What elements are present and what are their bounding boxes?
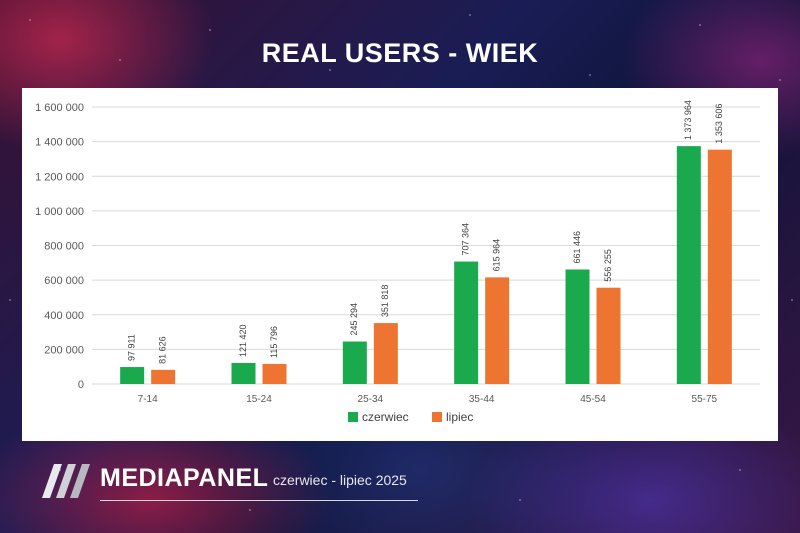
y-tick-label: 400 000	[44, 310, 84, 322]
mediapanel-logo-icon	[42, 464, 90, 498]
y-tick-label: 0	[78, 379, 84, 391]
bar-czerwiec	[454, 261, 479, 384]
legend-label: czerwiec	[362, 410, 409, 424]
x-tick-label: 7-14	[138, 394, 158, 405]
y-tick-label: 600 000	[44, 275, 84, 287]
brand-period: czerwiec - lipiec 2025	[273, 472, 407, 488]
data-label: 121 420	[238, 324, 248, 357]
chart-panel: 0 200 000 400 000 600 000 800 000 1 000 000 1 …	[22, 88, 778, 441]
x-tick-label: 45-54	[580, 394, 606, 405]
bar-lipiec	[373, 323, 398, 384]
data-label: 245 294	[349, 303, 359, 336]
bar-lipiec	[485, 277, 510, 384]
data-label: 81 626	[158, 336, 168, 364]
x-tick-label: 35-44	[469, 394, 495, 405]
legend-label: lipiec	[446, 410, 473, 424]
y-tick-label: 1 600 000	[35, 102, 84, 114]
data-label: 661 446	[572, 231, 582, 264]
data-label: 1 373 964	[683, 100, 693, 140]
bar-czerwiec	[676, 146, 701, 384]
bar-chart: 0 200 000 400 000 600 000 800 000 1 000 000 1 …	[35, 100, 760, 424]
bar-lipiec	[596, 287, 621, 384]
bar-czerwiec	[231, 362, 256, 384]
y-tick-label: 1 200 000	[35, 171, 84, 183]
x-tick-label: 15-24	[246, 394, 272, 405]
bar-lipiec	[151, 369, 176, 384]
data-label: 351 818	[380, 285, 390, 318]
bar-czerwiec	[565, 269, 590, 384]
legend-swatch-czerwiec	[348, 412, 358, 422]
data-label: 707 364	[461, 223, 471, 256]
bar-lipiec	[707, 149, 732, 384]
data-label: 97 911	[127, 334, 137, 361]
bar-lipiec	[262, 363, 287, 384]
y-tick-label: 800 000	[44, 241, 84, 253]
y-tick-label: 1 400 000	[35, 137, 84, 149]
brand-underline	[100, 500, 418, 501]
data-label: 615 964	[492, 239, 502, 272]
page-title: REAL USERS - WIEK	[261, 38, 539, 68]
bar-czerwiec	[342, 341, 367, 384]
y-tick-label: 200 000	[44, 344, 84, 356]
bar-czerwiec	[120, 367, 145, 384]
data-label: 115 796	[269, 326, 279, 358]
legend-swatch-lipiec	[432, 412, 442, 422]
x-tick-label: 25-34	[358, 394, 384, 405]
y-tick-label: 1 000 000	[35, 206, 84, 218]
x-tick-label: 55-75	[692, 394, 718, 405]
data-label: 1 353 606	[714, 104, 724, 144]
data-label: 556 255	[603, 249, 613, 282]
brand-name: MEDIAPANEL	[100, 464, 269, 492]
